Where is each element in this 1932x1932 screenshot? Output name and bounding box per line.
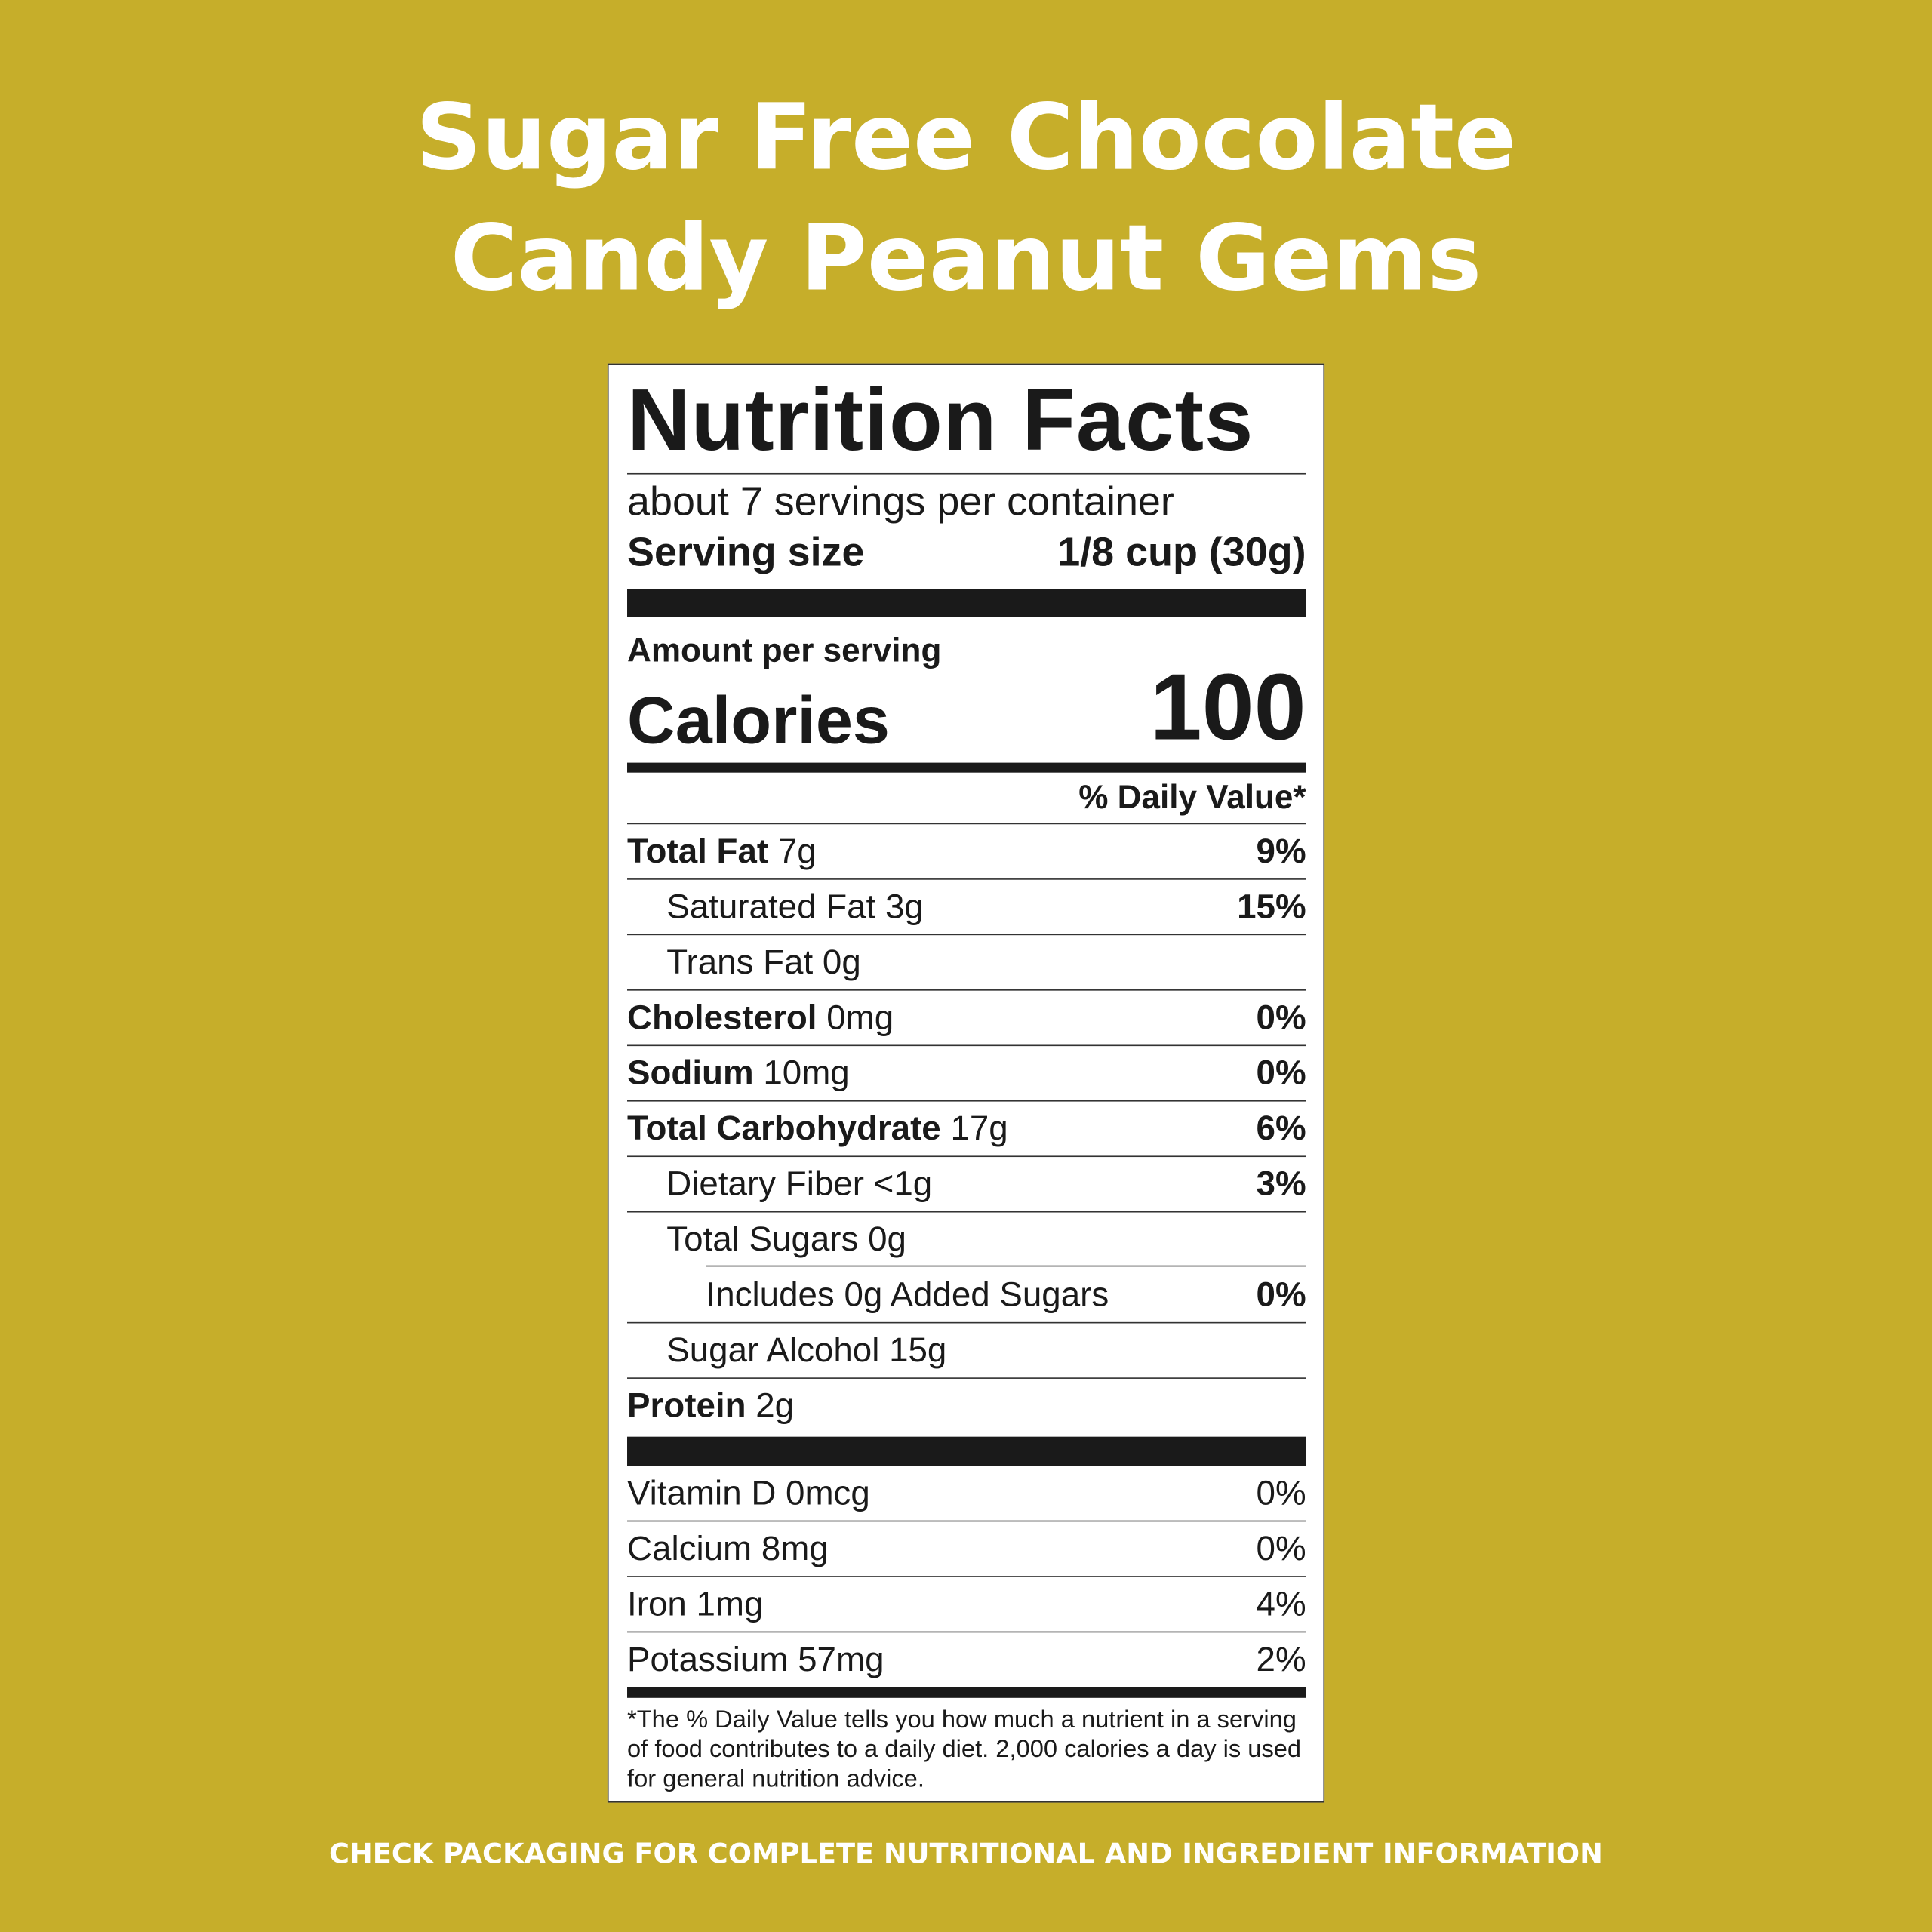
nutrient-name: Sugar Alcohol [666, 1331, 880, 1369]
nutrient-row-total-sugars: Total Sugars 0g [627, 1213, 1306, 1267]
nutrient-dv: 0% [1256, 1053, 1306, 1092]
vitamin-dv: 0% [1256, 1473, 1306, 1512]
nutrient-name: Includes 0g Added Sugars [706, 1274, 1109, 1313]
nutrient-row-cholesterol: Cholesterol 0mg 0% [627, 991, 1306, 1047]
nutrient-dv: 6% [1256, 1109, 1306, 1147]
nutrient-name: Total Carbohydrate [627, 1109, 941, 1147]
nutrient-row-protein: Protein 2g [627, 1379, 1306, 1433]
nutrient-row-added-sugars: Includes 0g Added Sugars 0% [627, 1265, 1306, 1324]
nutrient-dv: 15% [1237, 887, 1306, 926]
product-title-line1: Sugar Free Chocolate [416, 85, 1516, 192]
vitamin-row-vitamin-d: Vitamin D 0mcg 0% [627, 1466, 1306, 1522]
nutrient-amount: 10mg [763, 1053, 850, 1092]
nutrient-amount: 17g [950, 1109, 1008, 1147]
nutrient-name: Total Fat [627, 832, 769, 870]
thick-divider [627, 589, 1306, 617]
nutrient-row-trans-fat: Trans Fat 0g [627, 935, 1306, 991]
nutrient-row-sugar-alcohol: Sugar Alcohol 15g [627, 1323, 1306, 1379]
medium-divider [627, 762, 1306, 773]
calories-row: Calories 100 [627, 659, 1306, 758]
nutrient-name: Cholesterol [627, 998, 817, 1037]
vitamin-row-iron: Iron 1mg 4% [627, 1577, 1306, 1633]
bottom-note: CHECK PACKAGING FOR COMPLETE NUTRITIONAL… [329, 1838, 1603, 1871]
nutrient-row-saturated-fat: Saturated Fat 3g 15% [627, 880, 1306, 936]
amount-per-serving: Amount per serving [627, 632, 942, 669]
nutrient-row-sodium: Sodium 10mg 0% [627, 1046, 1306, 1102]
thick-divider [627, 1436, 1306, 1466]
serving-size-row: Serving size 1/8 cup (30g) [627, 526, 1306, 578]
vitamin-dv: 2% [1256, 1640, 1306, 1678]
nutrient-dv: 0% [1256, 1274, 1306, 1313]
vitamin-dv: 4% [1256, 1584, 1306, 1623]
vitamin-name: Potassium 57mg [627, 1640, 884, 1678]
nutrient-amount: 3g [884, 887, 924, 926]
nutrient-name: Protein [627, 1386, 746, 1425]
nutrient-amount: 7g [777, 832, 817, 870]
nutrition-facts-label: Nutrition Facts about 7 servings per con… [607, 363, 1325, 1803]
nutrient-name: Sodium [627, 1053, 754, 1092]
nutrient-dv: 0% [1256, 998, 1306, 1037]
nutrient-amount: <1g [873, 1164, 933, 1203]
nutrient-name: Total Sugars [666, 1220, 859, 1258]
serving-size-value: 1/8 cup (30g) [1057, 528, 1306, 574]
footnote: *The % Daily Value tells you how much a … [627, 1706, 1302, 1793]
calories-label: Calories [627, 684, 890, 758]
product-title-line2: Candy Peanut Gems [450, 205, 1482, 312]
nutrient-amount: 2g [755, 1386, 795, 1425]
nutrient-amount: 0mg [826, 998, 894, 1037]
nutrient-dv: 9% [1256, 832, 1306, 870]
nutrient-row-dietary-fiber: Dietary Fiber <1g 3% [627, 1157, 1306, 1213]
calories-value: 100 [1149, 655, 1306, 761]
vitamin-row-potassium: Potassium 57mg 2% [627, 1632, 1306, 1687]
vitamin-name: Calcium 8mg [627, 1529, 829, 1567]
nutrient-amount: 0g [868, 1220, 906, 1258]
vitamin-name: Iron 1mg [627, 1584, 764, 1623]
nutrient-dv: 3% [1256, 1164, 1306, 1203]
nutrient-name: Saturated Fat [666, 887, 876, 926]
nutrient-name: Dietary Fiber [666, 1164, 864, 1203]
vitamin-dv: 0% [1256, 1529, 1306, 1567]
servings-per-container: about 7 servings per container [627, 478, 1174, 524]
nutrient-amount: 0g [822, 942, 861, 981]
daily-value-header: % Daily Value* [627, 773, 1306, 825]
vitamin-name: Vitamin D 0mcg [627, 1473, 870, 1512]
nutrient-row-total-carbohydrate: Total Carbohydrate 17g 6% [627, 1102, 1306, 1158]
nutrient-amount: 15g [889, 1331, 947, 1369]
nutrient-name: Trans Fat [666, 942, 814, 981]
label-heading: Nutrition Facts [627, 372, 1254, 470]
divider [627, 472, 1306, 475]
medium-divider [627, 1687, 1306, 1698]
vitamin-row-calcium: Calcium 8mg 0% [627, 1521, 1306, 1577]
divider [706, 1265, 1306, 1267]
nutrient-row-total-fat: Total Fat 7g 9% [627, 824, 1306, 880]
serving-size-label: Serving size [627, 528, 865, 574]
